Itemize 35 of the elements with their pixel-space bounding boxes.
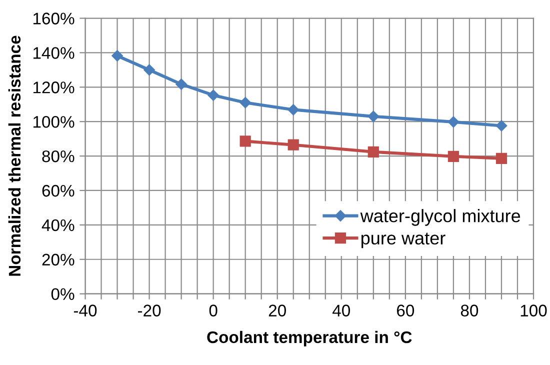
x-tick-label: -40 [74, 304, 97, 316]
x-tick-label: -20 [138, 304, 161, 316]
y-tick-label: 160% [33, 12, 74, 24]
point [496, 120, 508, 132]
legend-label: pure water [362, 232, 446, 248]
x-tick-label: 80 [460, 304, 478, 316]
point [240, 97, 251, 108]
point [288, 104, 299, 116]
point [144, 64, 155, 76]
point [240, 136, 251, 147]
point [288, 139, 299, 150]
y-tick-label: 120% [33, 82, 74, 94]
legend-label: water-glycol mixture [360, 209, 520, 226]
y-tick-label: 60% [42, 184, 74, 197]
point [368, 146, 379, 158]
y-tick-label: 40% [42, 219, 74, 232]
point [208, 90, 219, 101]
point [176, 78, 187, 90]
point [112, 50, 123, 62]
x-tick-label: 20 [268, 304, 286, 316]
point [368, 110, 380, 122]
x-tick-label: 0 [209, 304, 218, 316]
x-axis-title: Coolant temperature in °C [207, 330, 412, 346]
y-tick-label: 140% [33, 47, 74, 59]
y-axis-title: Normalized thermal resistance [8, 36, 21, 276]
y-tick-label: 80% [42, 150, 74, 162]
x-tick-label: 40 [332, 304, 350, 316]
point [448, 116, 460, 128]
point [448, 150, 460, 162]
x-tick-label: 60 [397, 304, 414, 316]
x-tick-label: 100 [520, 304, 547, 316]
y-tick-label: 100% [33, 116, 74, 128]
y-tick-label: 0% [51, 288, 74, 300]
y-tick-label: 20% [42, 254, 74, 266]
point [496, 152, 508, 164]
